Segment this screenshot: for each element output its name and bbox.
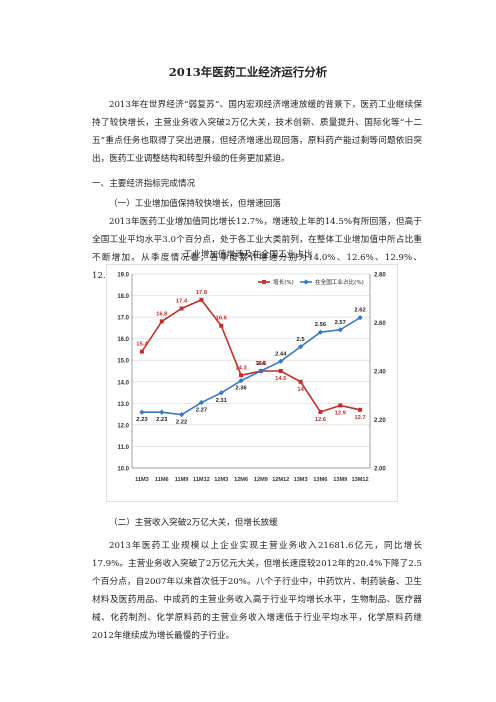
left-axis-tick-label: 18.0 <box>117 294 129 300</box>
series-2-point <box>297 344 304 350</box>
series-1-data-label: 14 <box>297 387 304 393</box>
x-axis-tick-label: 12M3 <box>214 477 228 483</box>
series-1-point <box>219 323 224 328</box>
left-axis-tick-label: 10.0 <box>117 467 129 473</box>
left-axis-tick-label: 17.0 <box>117 316 129 322</box>
left-axis-tick-label: 13.0 <box>117 402 129 408</box>
right-axis-tick-label: 2.40 <box>374 370 386 376</box>
right-axis-tick-label: 2.20 <box>374 418 386 424</box>
series-1-data-label: 17.8 <box>196 290 208 296</box>
subsection-heading-2: （二）主营收入突破2万亿大关，但增长放缓 <box>109 518 278 528</box>
left-axis-tick-label: 15.0 <box>117 359 129 365</box>
series-2-data-label: 2.36 <box>235 386 247 392</box>
legend-label-1: 增长(%) <box>273 278 294 286</box>
series-1-data-label: 16.8 <box>156 311 168 317</box>
series-line-2 <box>141 316 361 416</box>
left-axis-tick-label: 16.0 <box>117 337 129 343</box>
left-axis-tick-label: 19.0 <box>117 273 129 279</box>
series-1-data-label: 12.7 <box>354 415 365 421</box>
series-1-point <box>239 373 244 378</box>
left-axis-tick-label: 14.0 <box>117 380 129 386</box>
series-1-point <box>338 403 343 408</box>
right-axis-tick-label: 2.80 <box>374 273 386 279</box>
series-2-data-label: 2.62 <box>354 308 365 314</box>
series-1-data-label: 14.5 <box>255 361 267 367</box>
x-axis-tick-label: 12M12 <box>272 477 289 483</box>
legend-marker-1 <box>262 280 266 284</box>
series-1-point <box>179 306 184 311</box>
series-1-data-label: 14.5 <box>275 376 287 382</box>
x-axis-tick-label: 11M9 <box>175 477 189 483</box>
series-2-point <box>258 368 264 374</box>
series-2-point <box>357 315 363 321</box>
series-2-data-label: 2.5 <box>297 337 306 343</box>
series-2-data-label: 2.44 <box>275 351 287 357</box>
growth-share-line-chart: 10.0 11.0 12.0 13.0 14.0 15.0 16.0 17.0 18.0 19.0… <box>106 264 398 502</box>
series-1-data-label: 16.6 <box>216 316 228 322</box>
paragraph-2: 2013年医药工业规模以上企业实现主营业务收入21681.6亿元，同比增长17.… <box>92 541 422 641</box>
legend-label-2: 在全国工业占比(%) <box>315 278 364 286</box>
right-axis-tick-label: 2.60 <box>374 321 386 327</box>
right-axis-tick-label: 2.00 <box>374 467 386 473</box>
intro-paragraph: 2013年在世界经济“弱复苏”、国内宏观经济增速放缓的背景下，医药工业继续保持了… <box>92 100 422 164</box>
series-1-point <box>159 319 164 324</box>
series-2-data-label: 2.4 <box>257 361 266 367</box>
series-1-point <box>278 369 283 373</box>
left-axis-tick-label: 11.0 <box>118 445 130 451</box>
series-2-data-label: 2.57 <box>335 320 346 326</box>
x-axis-tick-label: 13M12 <box>352 477 369 483</box>
series-2-data-label: 2.23 <box>156 417 168 423</box>
series-2-data-label: 2.31 <box>216 398 228 404</box>
legend-marker-2 <box>303 279 309 285</box>
series-1-point <box>199 297 204 302</box>
series-1-point <box>318 409 323 414</box>
subsection-heading-1: （一）工业增加值保持较快增长，但增速回落 <box>109 199 281 209</box>
x-axis-tick-label: 12M9 <box>254 477 268 483</box>
chart-frame <box>106 264 398 502</box>
document-title: 2013年医药工业经济运行分析 <box>168 65 328 79</box>
x-axis-tick-label: 12M6 <box>234 477 248 483</box>
x-axis-tick-label: 13M3 <box>294 477 308 483</box>
series-1-point <box>298 379 303 384</box>
series-1-data-label: 15.4 <box>136 342 148 348</box>
series-line-1 <box>141 298 361 413</box>
series-2-point <box>159 409 165 415</box>
series-2-point <box>337 327 343 333</box>
x-axis-tick-label: 11M6 <box>155 477 169 483</box>
series-1-data-label: 12.6 <box>315 417 327 423</box>
series-2-data-label: 2.56 <box>315 322 327 328</box>
x-axis-tick-label: 11M12 <box>193 477 210 483</box>
left-axis-tick-label: 12.0 <box>117 423 129 429</box>
series-1-data-label: 12.9 <box>335 410 347 416</box>
x-axis-tick-label: 11M3 <box>135 477 149 483</box>
series-2-data-label: 2.22 <box>176 420 187 426</box>
series-1-data-label: 17.4 <box>176 298 188 304</box>
x-axis-tick-label: 13M9 <box>333 477 347 483</box>
chart-title: 工业增加值增速及在全国工业占比 <box>183 250 313 260</box>
series-1-point <box>358 407 363 412</box>
section-heading-1: 一、主要经济指标完成情况 <box>92 179 196 189</box>
series-2-point <box>278 358 284 364</box>
x-axis-tick-label: 13M6 <box>313 477 327 483</box>
series-2-data-label: 2.27 <box>196 408 207 414</box>
series-2-data-label: 2.23 <box>136 417 148 423</box>
series-1-point <box>139 349 144 354</box>
series-1-data-label: 14.3 <box>235 365 247 371</box>
